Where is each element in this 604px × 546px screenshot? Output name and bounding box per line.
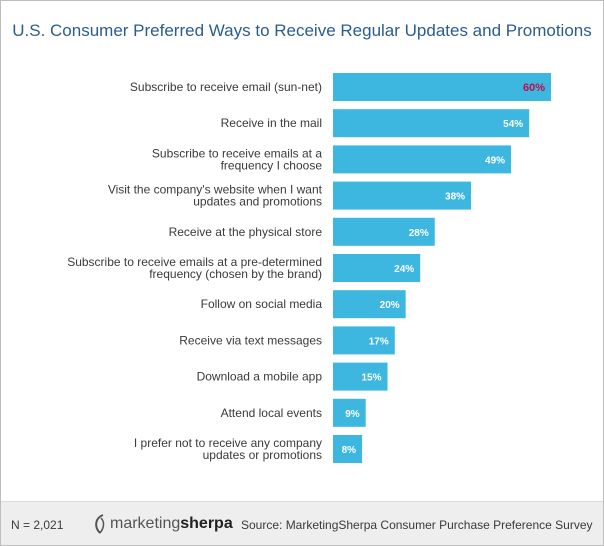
bar-chart: 60% Subscribe to receive email (sun-net) 5… [67,73,551,463]
footer: N = 2,021 marketing sherpa Source: Market… [1,501,603,545]
value-label-7: 20% [380,300,400,311]
chart-title: U.S. Consumer Preferred Ways to Receive … [12,21,592,40]
value-label-2: 54% [503,119,523,130]
sherpa-logo-icon [95,514,105,534]
category-label-3: Subscribe to receive emails at a frequenc… [152,146,322,172]
bar-10 [333,398,366,427]
bar-11 [333,435,363,463]
category-label-10: Attend local events [221,406,322,420]
category-label-7: Follow on social media [201,297,323,311]
category-label-2: Receive in the mail [221,116,322,130]
value-label-4: 38% [445,192,465,203]
value-label-1: 60% [523,82,545,94]
bar-8 [333,326,395,355]
logo-text-sherpa: sherpa [180,515,233,532]
category-label-6: Subscribe to receive emails at a pre-det… [67,255,322,281]
bar-4 [333,181,472,210]
value-label-11: 8% [342,445,357,456]
logo-text-marketing: marketing [110,515,181,532]
category-label-4: Visit the company's website when I want u… [108,183,323,209]
value-label-5: 28% [409,228,429,239]
value-label-3: 49% [485,155,505,166]
marketingsherpa-logo: marketing sherpa [91,512,233,536]
category-label-8: Receive via text messages [179,333,322,347]
category-label-11: I prefer not to receive any company updat… [134,436,322,462]
sample-size: N = 2,021 [11,518,64,532]
bar-5 [333,217,435,246]
source-note: Source: MarketingSherpa Consumer Purchas… [241,518,593,532]
bar-2 [333,109,530,138]
bar-6 [333,254,421,282]
bar-1 [333,73,551,101]
value-label-9: 15% [361,373,381,384]
bar-9 [333,362,388,391]
bar-3 [333,145,512,174]
value-label-6: 24% [394,264,414,275]
category-label-1: Subscribe to receive email (sun-net) [130,80,322,94]
category-label-5: Receive at the physical store [169,225,323,239]
category-label-9: Download a mobile app [197,370,323,384]
value-label-8: 17% [369,336,389,347]
bar-7 [333,290,406,319]
value-label-10: 9% [345,409,360,420]
